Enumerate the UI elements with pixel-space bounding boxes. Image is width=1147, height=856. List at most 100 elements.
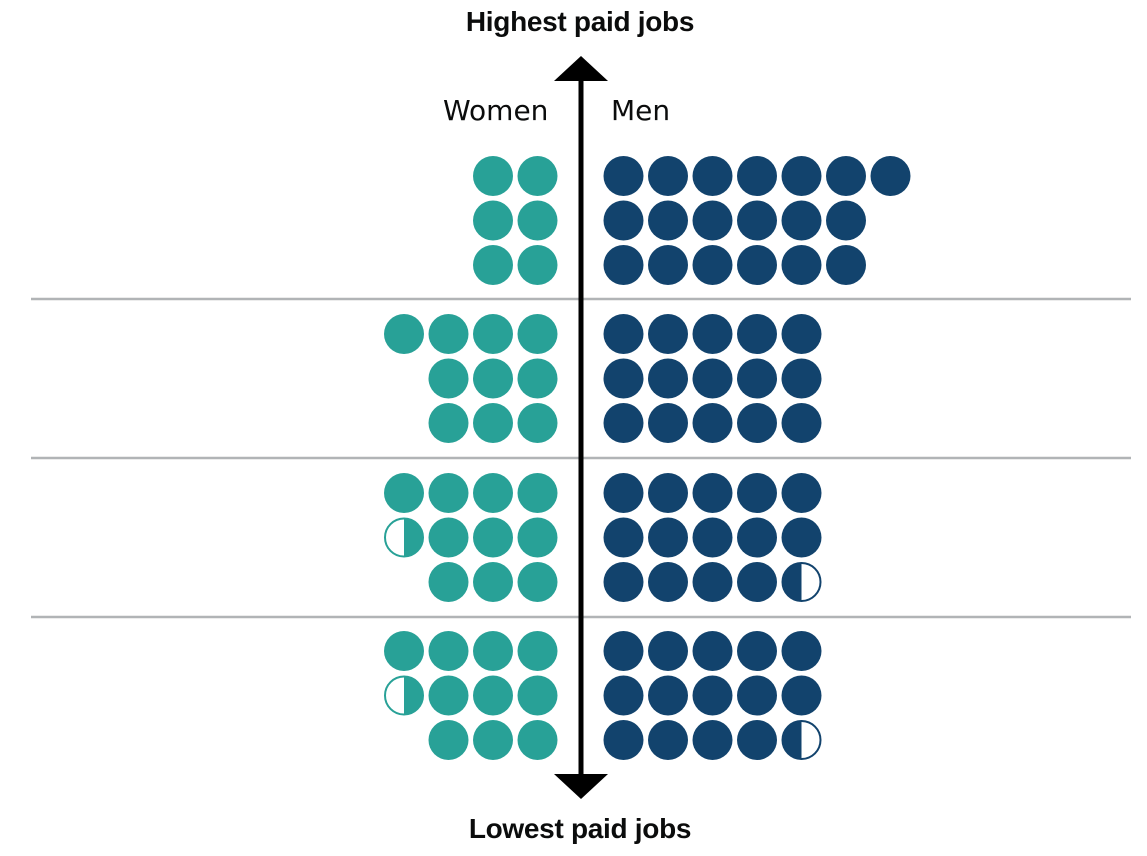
axis-arrow-down-icon	[554, 774, 608, 799]
women-dot	[473, 720, 513, 760]
women-dot	[517, 358, 558, 399]
men-dot	[781, 314, 822, 354]
men-dot	[737, 200, 777, 241]
men-dot	[648, 156, 688, 196]
women-dot	[428, 720, 469, 760]
men-dot	[737, 314, 777, 354]
top-axis-label: Highest paid jobs	[465, 6, 695, 37]
men-dot	[692, 631, 733, 671]
women-dot	[517, 473, 558, 513]
men-dot	[737, 245, 777, 285]
men-dot	[781, 517, 822, 558]
women-dot	[473, 314, 513, 354]
men-dot	[737, 403, 777, 443]
men-dot	[603, 403, 644, 443]
men-dot	[781, 675, 822, 716]
women-dot	[473, 631, 513, 671]
women-dot	[473, 473, 513, 513]
women-dot	[428, 517, 469, 558]
men-dot	[781, 200, 822, 241]
bottom-axis-label: Lowest paid jobs	[468, 813, 692, 844]
men-dot	[603, 156, 644, 196]
men-dot	[648, 631, 688, 671]
men-dot	[648, 517, 688, 558]
men-dot	[692, 473, 733, 513]
women-dot	[384, 314, 424, 354]
men-dot	[648, 314, 688, 354]
men-dot	[826, 200, 866, 241]
women-dot	[384, 631, 424, 671]
men-dot	[603, 675, 644, 716]
men-dot-fill	[782, 563, 802, 601]
vertical-axis	[554, 56, 608, 799]
women-dot	[428, 358, 469, 399]
women-dot	[473, 403, 513, 443]
women-dot	[428, 562, 469, 602]
men-dot	[781, 473, 822, 513]
men-dot	[737, 675, 777, 716]
women-dot	[428, 403, 469, 443]
quartile-dots	[384, 156, 911, 760]
women-dot	[517, 562, 558, 602]
men-dot	[826, 156, 866, 196]
women-dot	[428, 473, 469, 513]
men-dot	[781, 358, 822, 399]
women-dot	[473, 517, 513, 558]
men-dot	[826, 245, 866, 285]
men-dot	[603, 562, 644, 602]
men-dot	[603, 473, 644, 513]
men-dot	[737, 156, 777, 196]
men-dot	[603, 720, 644, 760]
men-dot	[781, 403, 822, 443]
women-dot	[473, 200, 513, 241]
women-dot-fill	[404, 676, 424, 715]
women-dot	[428, 675, 469, 716]
men-dot	[648, 245, 688, 285]
women-dot	[517, 245, 558, 285]
men-dot	[603, 245, 644, 285]
women-dot	[473, 245, 513, 285]
men-dot-fill	[782, 721, 802, 759]
women-dot	[517, 720, 558, 760]
men-dot	[692, 156, 733, 196]
women-dot	[384, 473, 424, 513]
men-dot	[737, 358, 777, 399]
men-dot	[648, 473, 688, 513]
men-dot	[870, 156, 911, 196]
men-dot	[648, 562, 688, 602]
women-dot	[473, 562, 513, 602]
women-dot	[473, 156, 513, 196]
women-column-label: Women	[443, 94, 549, 127]
women-dot	[428, 631, 469, 671]
men-column-label: Men	[611, 94, 671, 127]
women-dot	[428, 314, 469, 354]
men-dot	[648, 675, 688, 716]
men-dot	[603, 631, 644, 671]
women-dot	[517, 156, 558, 196]
men-dot	[737, 517, 777, 558]
women-dot	[517, 314, 558, 354]
women-dot	[517, 631, 558, 671]
women-dot	[517, 675, 558, 716]
men-dot	[692, 403, 733, 443]
men-dot	[737, 631, 777, 671]
men-dot	[603, 200, 644, 241]
women-dot	[517, 403, 558, 443]
women-dot-fill	[404, 518, 424, 557]
men-dot	[781, 245, 822, 285]
men-dot	[737, 562, 777, 602]
men-dot	[692, 358, 733, 399]
men-dot	[692, 245, 733, 285]
men-dot	[692, 562, 733, 602]
women-dot	[473, 358, 513, 399]
men-dot	[603, 358, 644, 399]
men-dot	[692, 200, 733, 241]
men-dot	[692, 314, 733, 354]
men-dot	[648, 720, 688, 760]
men-dot	[692, 720, 733, 760]
men-dot	[692, 517, 733, 558]
men-dot	[737, 473, 777, 513]
men-dot	[648, 403, 688, 443]
men-dot	[781, 631, 822, 671]
